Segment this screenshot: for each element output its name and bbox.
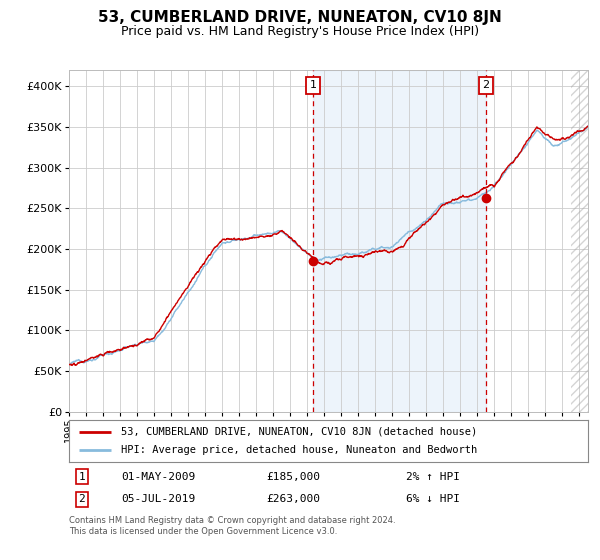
Text: 53, CUMBERLAND DRIVE, NUNEATON, CV10 8JN (detached house): 53, CUMBERLAND DRIVE, NUNEATON, CV10 8JN… <box>121 427 477 437</box>
Text: £263,000: £263,000 <box>266 494 320 505</box>
Text: 1: 1 <box>79 472 85 482</box>
Text: 6% ↓ HPI: 6% ↓ HPI <box>406 494 460 505</box>
Text: 1: 1 <box>310 80 316 90</box>
Text: Price paid vs. HM Land Registry's House Price Index (HPI): Price paid vs. HM Land Registry's House … <box>121 25 479 38</box>
Text: 53, CUMBERLAND DRIVE, NUNEATON, CV10 8JN: 53, CUMBERLAND DRIVE, NUNEATON, CV10 8JN <box>98 10 502 25</box>
Text: Contains HM Land Registry data © Crown copyright and database right 2024.
This d: Contains HM Land Registry data © Crown c… <box>69 516 395 536</box>
Text: 01-MAY-2009: 01-MAY-2009 <box>121 472 195 482</box>
Text: 05-JUL-2019: 05-JUL-2019 <box>121 494 195 505</box>
Bar <box>571 70 588 412</box>
Text: 2% ↑ HPI: 2% ↑ HPI <box>406 472 460 482</box>
Text: 2: 2 <box>79 494 85 505</box>
Text: 2: 2 <box>482 80 490 90</box>
Bar <box>313 70 486 412</box>
Text: HPI: Average price, detached house, Nuneaton and Bedworth: HPI: Average price, detached house, Nune… <box>121 445 477 455</box>
Text: £185,000: £185,000 <box>266 472 320 482</box>
